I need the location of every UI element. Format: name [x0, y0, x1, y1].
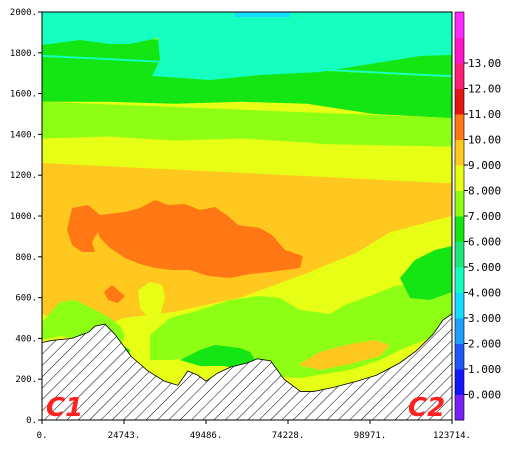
contour-band-4 — [42, 101, 452, 149]
colorbar-segment — [455, 267, 464, 293]
y-axis: 0. 200. 400. 600. 800. 1000. 1200. 1400. 1600. 18… — [10, 8, 42, 426]
y-tick-label: 400. — [15, 334, 37, 344]
colorbar-segment — [455, 369, 464, 395]
colorbar-segment — [455, 63, 464, 89]
colorbar-segment — [455, 190, 464, 217]
colorbar-label: 8.000 — [468, 185, 501, 198]
colorbar-label: 6.000 — [468, 236, 501, 249]
colorbar-label: 10.00 — [468, 134, 501, 147]
plot-area — [42, 12, 452, 420]
x-tick-label: 49486. — [190, 431, 223, 441]
colorbar-segment — [455, 216, 464, 242]
colorbar-label: 3.000 — [468, 312, 501, 325]
x-axis: 0. 24743. 49486. 74228. 98971. 123714. — [37, 420, 471, 441]
contour-band-5 — [42, 138, 452, 184]
x-tick-label: 0. — [37, 431, 48, 441]
colorbar-segment — [455, 139, 464, 166]
colorbar-label: 11.00 — [468, 108, 501, 121]
y-tick-label: 2000. — [10, 8, 37, 18]
contour-patch-orange-low — [298, 340, 390, 370]
y-tick-label: 200. — [15, 375, 37, 385]
x-tick-label: 24743. — [108, 431, 141, 441]
contour-band-3 — [42, 56, 452, 119]
colorbar-segment — [455, 37, 464, 64]
colorbar-label: 12.00 — [468, 83, 501, 96]
contour-patch-yellow-small — [138, 282, 165, 320]
colorbar-segment — [455, 241, 464, 268]
colorbar-label: 13.00 — [468, 57, 501, 70]
x-tick-label: 74228. — [272, 431, 305, 441]
x-tick-label: 123714. — [433, 431, 471, 441]
colorbar-label: 4.000 — [468, 287, 501, 300]
contour-max-small — [104, 285, 125, 303]
colorbar-segment — [455, 318, 464, 344]
y-tick-label: 600. — [15, 294, 37, 304]
colorbar-segment — [455, 292, 464, 319]
y-tick-label: 1200. — [10, 171, 37, 181]
terrain-hatch — [42, 313, 452, 420]
colorbar-segment — [455, 88, 464, 115]
colorbar-label: 5.000 — [468, 261, 501, 274]
y-tick-label: 1600. — [10, 90, 37, 100]
contour-patch-upper — [42, 12, 452, 80]
contour-patch-top — [235, 12, 290, 17]
y-tick-label: 1000. — [10, 212, 37, 222]
y-tick-label: 1800. — [10, 49, 37, 59]
colorbar-label: 0.000 — [468, 389, 501, 402]
colorbar-segment — [455, 114, 464, 140]
corner-label-c2: C2 — [408, 393, 445, 423]
y-tick-label: 0. — [26, 416, 37, 426]
contour-patch-right — [400, 246, 452, 300]
contour-max-region — [67, 200, 303, 278]
colorbar-segment — [455, 165, 464, 191]
colorbar-segment — [455, 343, 464, 370]
y-tick-label: 1400. — [10, 130, 37, 140]
colorbar-label: 7.000 — [468, 210, 501, 223]
y-tick-label: 800. — [15, 253, 37, 263]
colorbar-label: 9.000 — [468, 159, 501, 172]
colorbar-label: 1.000 — [468, 363, 501, 376]
colorbar: 0.000 1.000 2.000 3.000 4.000 5.000 6.000 7.000… — [454, 11, 501, 421]
colorbar-segment — [455, 12, 464, 38]
x-tick-label: 98971. — [354, 431, 387, 441]
colorbar-segment — [455, 394, 464, 421]
colorbar-label: 2.000 — [468, 338, 501, 351]
corner-label-c1: C1 — [46, 393, 83, 423]
